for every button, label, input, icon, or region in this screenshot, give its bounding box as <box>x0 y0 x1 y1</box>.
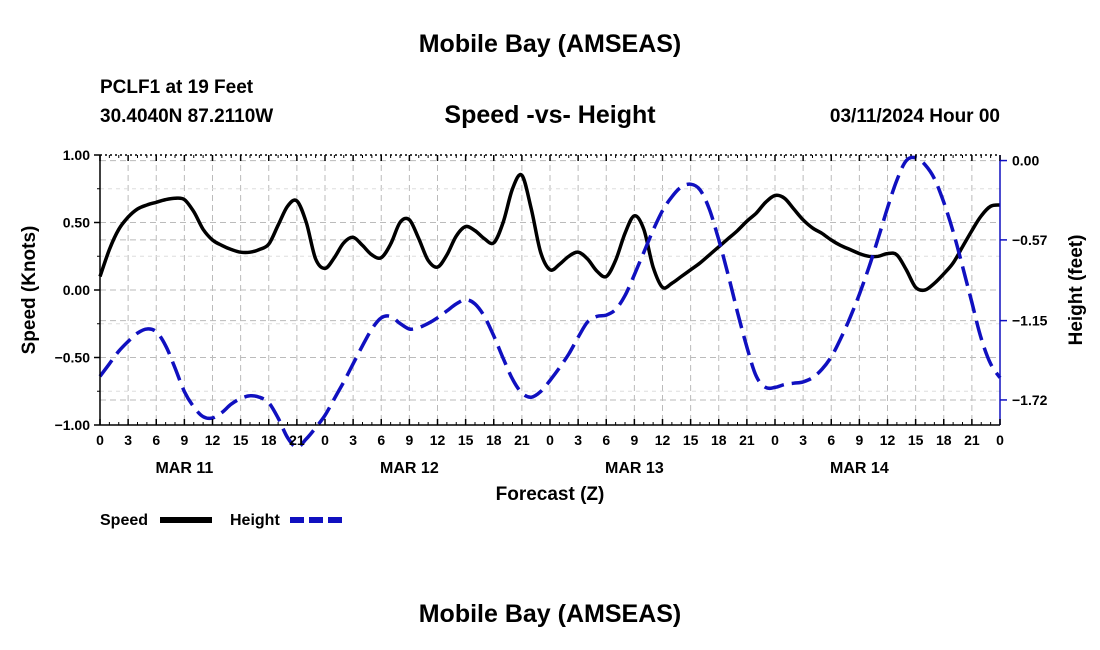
date-label: MAR 13 <box>605 460 664 477</box>
x-tick-label: 12 <box>430 432 446 448</box>
x-tick-label: 0 <box>546 432 554 448</box>
x-tick-label: 12 <box>205 432 221 448</box>
date-label: MAR 12 <box>380 460 439 477</box>
tick-labels: 0 3 6 9 12 15 18 21 0 3 6 9 12 15 18 21 0 3 6 9 12 15 18 21 0 3 6 9… <box>55 147 1048 477</box>
y2-tick-label: −0.57 <box>1012 232 1048 248</box>
series-line-height <box>98 155 1002 450</box>
x-tick-label: 9 <box>855 432 863 448</box>
date-label: MAR 14 <box>830 460 889 477</box>
series-lines <box>98 155 1002 450</box>
x-tick-label: 12 <box>655 432 671 448</box>
x-tick-label: 15 <box>233 432 249 448</box>
x-tick-label: 15 <box>458 432 474 448</box>
date-label: MAR 11 <box>155 460 213 477</box>
x-tick-label: 21 <box>289 432 305 448</box>
legend-label-speed: Speed <box>100 512 148 529</box>
chart-subtitle: Speed -vs- Height <box>444 101 656 129</box>
x-tick-label: 18 <box>486 432 502 448</box>
axis-ticks <box>94 154 1007 426</box>
x-tick-label: 6 <box>152 432 160 448</box>
y2-tick-label: −1.15 <box>1012 313 1048 329</box>
y-tick-label: 0.50 <box>63 215 90 231</box>
x-tick-label: 0 <box>771 432 779 448</box>
station-name: PCLF1 at 19 Feet <box>100 77 254 98</box>
x-tick-label: 3 <box>349 432 357 448</box>
y2-tick-label: 0.00 <box>1012 153 1039 169</box>
x-tick-label: 6 <box>602 432 610 448</box>
x-tick-label: 9 <box>630 432 638 448</box>
x-tick-label: 21 <box>964 432 980 448</box>
station-coordinates: 30.4040N 87.2110W <box>100 106 274 127</box>
x-tick-label: 0 <box>96 432 104 448</box>
x-tick-label: 9 <box>405 432 413 448</box>
y-tick-label: −0.50 <box>55 350 91 366</box>
footer-title: Mobile Bay (AMSEAS) <box>418 600 682 628</box>
x-tick-label: 3 <box>124 432 132 448</box>
y-axis-title: Speed (Knots) <box>19 226 40 355</box>
x-axis-title: Forecast (Z) <box>496 484 605 505</box>
forecast-run-time: 03/11/2024 Hour 00 <box>829 106 1000 127</box>
chart-main-title: Mobile Bay (AMSEAS) <box>418 30 682 58</box>
x-tick-label: 3 <box>574 432 582 448</box>
y-tick-label: 0.00 <box>63 282 90 298</box>
x-tick-label: 6 <box>377 432 385 448</box>
x-tick-label: 18 <box>261 432 277 448</box>
x-tick-label: 18 <box>711 432 727 448</box>
x-tick-label: 18 <box>936 432 952 448</box>
x-tick-label: 9 <box>180 432 188 448</box>
y2-tick-label: −1.72 <box>1012 392 1048 408</box>
x-tick-label: 21 <box>514 432 530 448</box>
x-tick-label: 21 <box>739 432 755 448</box>
y2-axis-title: Height (feet) <box>1066 235 1087 346</box>
x-tick-label: 15 <box>683 432 699 448</box>
y-tick-label: −1.00 <box>55 417 91 433</box>
legend: Speed Height <box>100 512 342 529</box>
legend-label-height: Height <box>230 512 280 529</box>
x-tick-label: 12 <box>880 432 896 448</box>
grid-lines <box>100 155 1000 425</box>
x-tick-label: 15 <box>908 432 924 448</box>
x-tick-label: 0 <box>321 432 329 448</box>
x-tick-label: 0 <box>996 432 1004 448</box>
x-tick-label: 3 <box>799 432 807 448</box>
x-tick-label: 6 <box>827 432 835 448</box>
series-line-speed <box>98 172 1001 293</box>
y-tick-label: 1.00 <box>63 147 90 163</box>
